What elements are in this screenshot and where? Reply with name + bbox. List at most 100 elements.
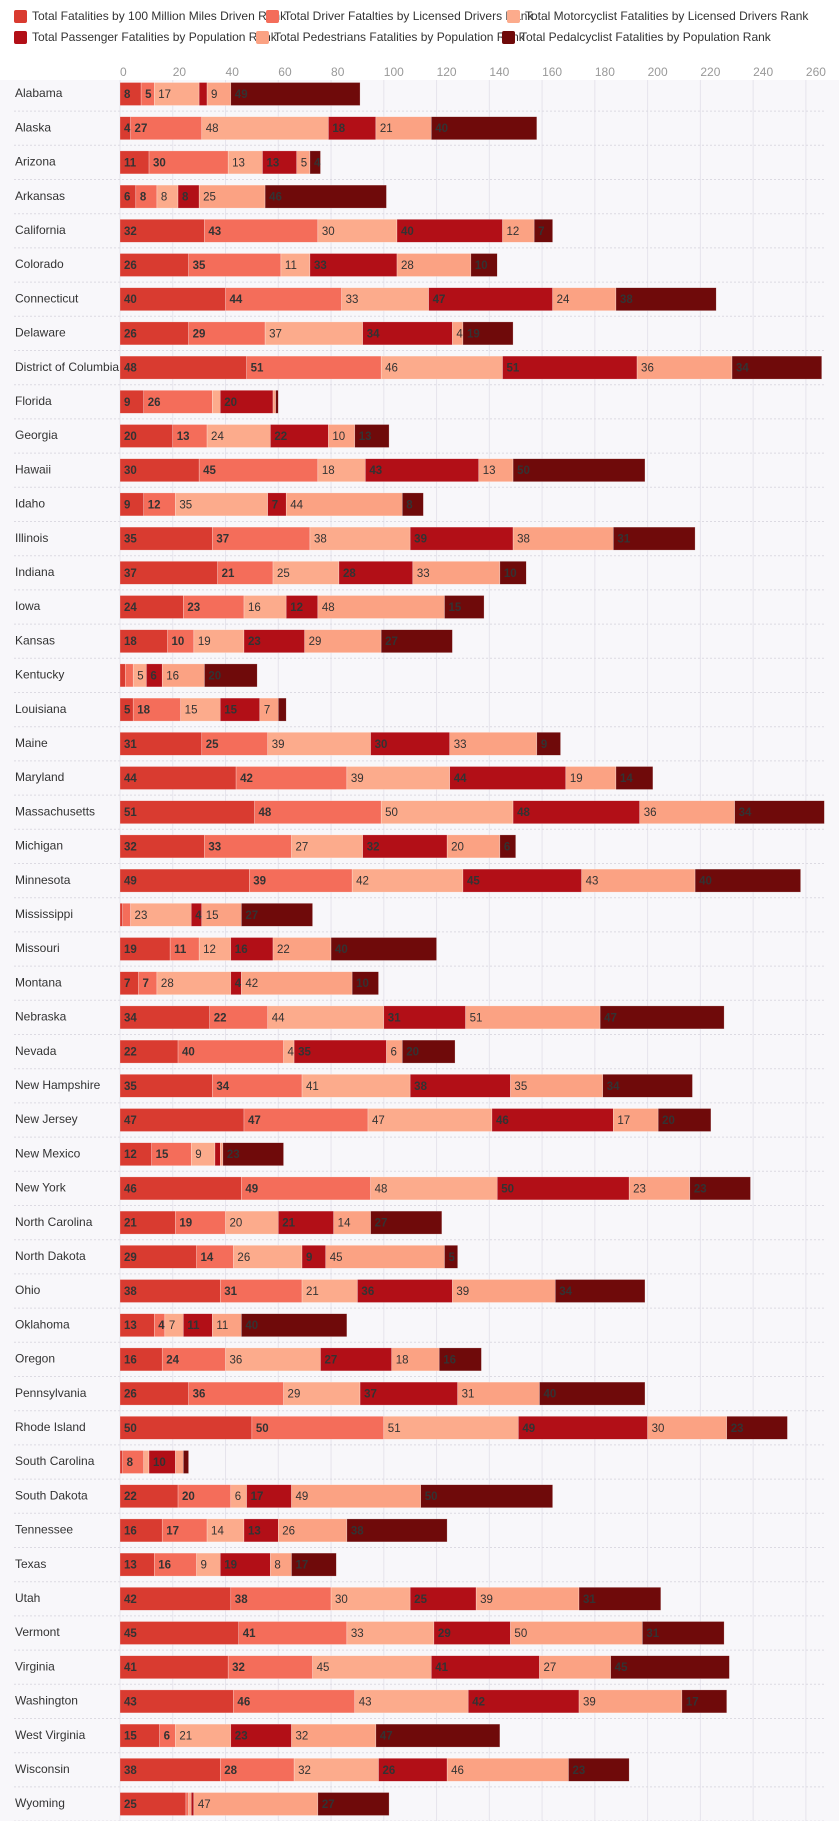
value-label: 50 bbox=[517, 465, 530, 477]
value-label: 47 bbox=[604, 1012, 617, 1024]
value-label: 17 bbox=[295, 1560, 308, 1572]
value-label: 10 bbox=[171, 636, 184, 648]
bar-segment bbox=[119, 1689, 234, 1714]
value-label: 27 bbox=[245, 910, 258, 922]
value-label: 23 bbox=[633, 1183, 646, 1195]
value-label: 16 bbox=[124, 1354, 137, 1366]
value-label: 15 bbox=[224, 705, 237, 717]
value-label: 4 bbox=[456, 328, 463, 340]
value-label: 23 bbox=[227, 1149, 240, 1161]
bar-segment bbox=[444, 595, 485, 619]
bar-segment bbox=[330, 937, 437, 961]
value-label: 46 bbox=[237, 1696, 250, 1708]
value-label: 10 bbox=[153, 1457, 166, 1469]
value-label: 27 bbox=[135, 123, 148, 135]
value-label: 33 bbox=[454, 739, 467, 751]
value-label: 34 bbox=[124, 1012, 137, 1024]
bar-segment bbox=[222, 1142, 284, 1166]
bar-segment bbox=[230, 82, 361, 106]
category-label: Iowa bbox=[15, 599, 41, 613]
value-label: 38 bbox=[351, 1525, 364, 1537]
x-tick-label: 160 bbox=[542, 65, 562, 79]
value-label: 28 bbox=[401, 260, 414, 272]
value-label: 4 bbox=[288, 1047, 295, 1059]
bar-segment bbox=[312, 1655, 432, 1679]
value-label: 5 bbox=[137, 670, 143, 682]
value-label: 36 bbox=[361, 1286, 374, 1298]
bar-segment bbox=[462, 321, 514, 346]
bar-segment bbox=[470, 253, 498, 277]
value-label: 31 bbox=[617, 534, 630, 546]
value-label: 22 bbox=[124, 1047, 137, 1059]
value-label: 40 bbox=[543, 1389, 556, 1401]
value-label: 8 bbox=[182, 192, 189, 204]
legend-label: Total Passenger Fatalities by Population… bbox=[32, 30, 278, 44]
bar-segment bbox=[689, 1176, 751, 1201]
value-label: 16 bbox=[235, 944, 248, 956]
category-label: District of Columbia bbox=[15, 360, 119, 374]
value-label: 13 bbox=[124, 1320, 137, 1332]
value-label: 16 bbox=[158, 1560, 171, 1572]
bar-segment bbox=[491, 1108, 614, 1132]
value-label: 9 bbox=[124, 397, 130, 409]
value-label: 31 bbox=[124, 739, 137, 751]
bar-segment bbox=[264, 184, 387, 209]
value-label: 20 bbox=[208, 670, 221, 682]
legend-swatch bbox=[14, 31, 27, 44]
category-label: Florida bbox=[15, 394, 52, 408]
value-label: 43 bbox=[586, 876, 599, 888]
legend-label: Total Pedalcyclist Fatalities by Populat… bbox=[520, 30, 772, 44]
value-label: 12 bbox=[148, 499, 161, 511]
value-label: 6 bbox=[390, 1047, 396, 1059]
value-label: 31 bbox=[224, 1286, 237, 1298]
category-label: Arizona bbox=[15, 155, 56, 169]
value-label: 28 bbox=[224, 1765, 237, 1777]
value-label: 29 bbox=[124, 1252, 137, 1264]
value-label: 26 bbox=[124, 1389, 137, 1401]
value-label: 5 bbox=[448, 1252, 455, 1264]
value-label: 31 bbox=[388, 1012, 401, 1024]
value-label: 38 bbox=[124, 1286, 137, 1298]
bar-segment bbox=[380, 355, 503, 380]
value-label: 51 bbox=[470, 1012, 483, 1024]
value-label: 29 bbox=[193, 328, 206, 340]
value-label: 38 bbox=[517, 534, 530, 546]
value-label: 46 bbox=[124, 1183, 137, 1195]
value-label: 51 bbox=[251, 363, 264, 375]
value-label: 7 bbox=[124, 978, 130, 990]
value-label: 26 bbox=[237, 1252, 250, 1264]
category-label: South Dakota bbox=[15, 1488, 88, 1502]
bar-segment bbox=[325, 1245, 445, 1269]
value-label: 45 bbox=[317, 1662, 330, 1674]
bar-segment bbox=[254, 800, 382, 824]
bar-segment bbox=[367, 1108, 493, 1132]
bar-segment bbox=[185, 1792, 189, 1816]
category-label: Indiana bbox=[15, 565, 55, 579]
value-label: 40 bbox=[124, 294, 137, 306]
x-tick-label: 60 bbox=[278, 65, 292, 79]
value-label: 15 bbox=[448, 602, 461, 614]
category-label: Connecticut bbox=[15, 291, 79, 305]
value-label: 34 bbox=[367, 328, 380, 340]
value-label: 31 bbox=[646, 1628, 659, 1640]
value-label: 22 bbox=[214, 1012, 227, 1024]
bar-segment bbox=[125, 663, 134, 688]
value-label: 38 bbox=[414, 1081, 427, 1093]
bar-segment bbox=[119, 1108, 245, 1132]
category-label: Washington bbox=[15, 1694, 78, 1708]
bar-segment bbox=[122, 903, 131, 927]
legend-label: Total Motorcyclist Fatalities by License… bbox=[525, 9, 809, 23]
value-label: 21 bbox=[282, 1218, 295, 1230]
value-label: 29 bbox=[309, 636, 322, 648]
category-label: Nevada bbox=[15, 1044, 57, 1058]
bar-segment bbox=[190, 1792, 195, 1816]
value-label: 35 bbox=[193, 260, 206, 272]
value-label: 44 bbox=[454, 773, 467, 785]
value-label: 19 bbox=[198, 636, 211, 648]
value-label: 22 bbox=[274, 431, 287, 443]
value-label: 48 bbox=[517, 807, 530, 819]
value-label: 32 bbox=[295, 1731, 308, 1743]
bar-segment bbox=[578, 1587, 662, 1611]
value-label: 49 bbox=[245, 1183, 258, 1195]
